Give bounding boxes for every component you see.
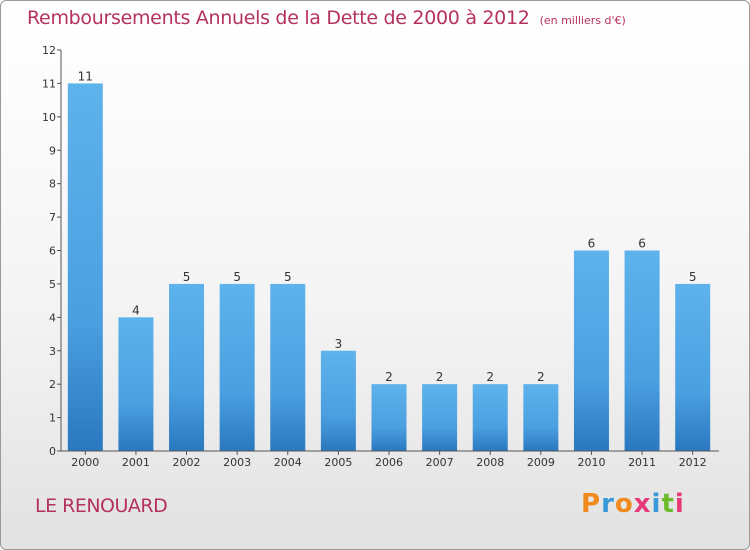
x-tick-label: 2011: [628, 456, 656, 469]
bar-value-label: 2: [486, 370, 494, 384]
bar-2007: [422, 384, 458, 451]
y-tick-label: 10: [42, 111, 56, 124]
y-tick-label: 7: [49, 211, 56, 224]
chart-title: Remboursements Annuels de la Dette de 20…: [27, 7, 530, 29]
x-tick-label: 2010: [577, 456, 605, 469]
bar-value-label: 2: [537, 370, 545, 384]
x-tick-label: 2000: [71, 456, 99, 469]
x-tick-label: 2002: [173, 456, 201, 469]
bar-2011: [624, 250, 660, 451]
bar-2008: [472, 384, 508, 451]
y-tick-label: 9: [49, 144, 56, 157]
bar-2012: [675, 283, 711, 451]
y-tick-label: 3: [49, 345, 56, 358]
x-tick-label: 2008: [476, 456, 504, 469]
x-tick-label: 2005: [324, 456, 352, 469]
bar-2010: [573, 250, 609, 451]
bar-value-label: 3: [335, 337, 343, 351]
chart-unit: (en milliers d'€): [539, 14, 626, 27]
place-name: LE RENOUARD: [35, 495, 168, 517]
bar-value-label: 5: [233, 270, 241, 284]
bar-value-label: 2: [436, 370, 444, 384]
y-tick-label: 12: [42, 44, 56, 57]
bar-value-label: 5: [689, 270, 697, 284]
x-tick-label: 2003: [223, 456, 251, 469]
bar-2000: [67, 83, 103, 452]
bar-2001: [118, 317, 154, 451]
bar-value-label: 5: [284, 270, 292, 284]
y-tick-label: 6: [49, 245, 56, 258]
y-tick-label: 1: [49, 412, 56, 425]
bar-2009: [523, 384, 559, 451]
bars-group: 11 4 5 5 5 3 2 2 2 2 6 6 5: [67, 69, 711, 452]
x-tick-label: 2009: [527, 456, 555, 469]
bar-value-label: 6: [638, 237, 646, 251]
bar-value-label: 11: [78, 69, 93, 83]
bar-value-label: 4: [132, 303, 140, 317]
y-tick-label: 8: [49, 178, 56, 191]
x-tick-label: 2007: [426, 456, 454, 469]
x-tick-label: 2001: [122, 456, 150, 469]
x-tick-label: 2006: [375, 456, 403, 469]
x-tick-label: 2012: [679, 456, 707, 469]
bar-2004: [270, 283, 306, 451]
bar-2006: [371, 384, 407, 451]
y-tick-label: 0: [49, 445, 56, 458]
proxiti-logo: Proxiti: [581, 489, 685, 519]
bar-2002: [169, 283, 205, 451]
y-tick-label: 4: [49, 311, 56, 324]
y-tick-label: 5: [49, 278, 56, 291]
x-tick-label: 2004: [274, 456, 302, 469]
bar-value-label: 6: [588, 237, 596, 251]
bar-value-label: 2: [385, 370, 393, 384]
bar-2005: [320, 350, 356, 451]
bar-value-label: 5: [183, 270, 191, 284]
y-tick-label: 11: [42, 77, 56, 90]
y-tick-label: 2: [49, 378, 56, 391]
chart-header: Remboursements Annuels de la Dette de 20…: [27, 7, 626, 29]
bar-2003: [219, 283, 255, 451]
